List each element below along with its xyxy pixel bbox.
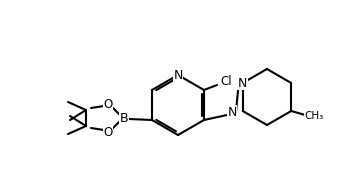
Text: N: N: [173, 69, 183, 82]
Text: Cl: Cl: [220, 75, 232, 87]
Text: CH₃: CH₃: [304, 111, 324, 121]
Text: O: O: [103, 98, 113, 111]
Text: B: B: [120, 111, 128, 125]
Text: N: N: [238, 76, 247, 89]
Text: N: N: [227, 105, 237, 118]
Text: O: O: [103, 125, 113, 138]
